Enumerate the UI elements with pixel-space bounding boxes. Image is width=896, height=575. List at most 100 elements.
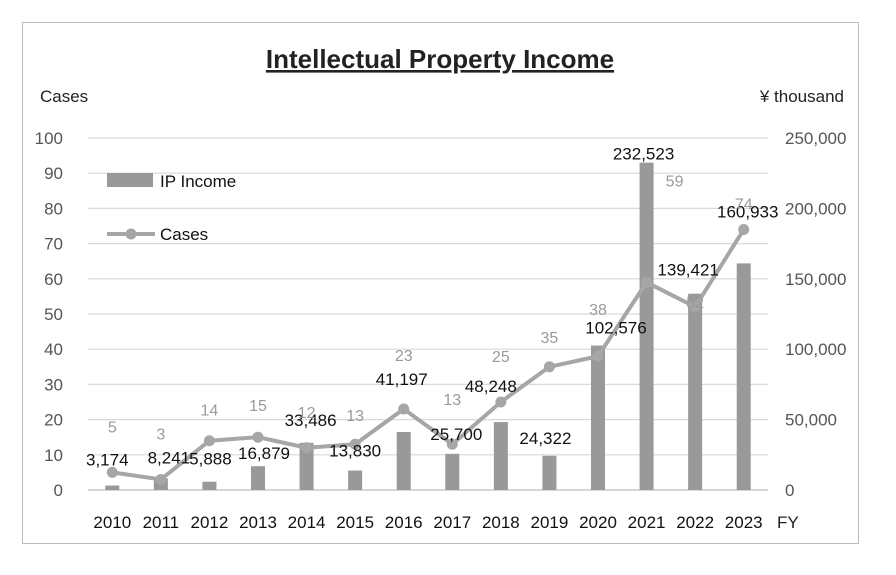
- x-tick-2011: 2011: [143, 513, 180, 532]
- right-tick-250,000: 250,000: [785, 129, 846, 148]
- cases-point-2023: [738, 224, 750, 236]
- x-tick-2012: 2012: [191, 513, 229, 532]
- legend-ip-income-label: IP Income: [160, 172, 236, 191]
- left-tick-80: 80: [44, 199, 63, 218]
- ip-income-label-2022: 139,421: [657, 261, 718, 280]
- cases-point-2019: [543, 361, 555, 373]
- cases-label-2020: 38: [589, 302, 607, 319]
- left-tick-50: 50: [44, 305, 63, 324]
- x-tick-2022: 2022: [676, 513, 714, 532]
- bar-2010: [105, 485, 120, 490]
- x-tick-2013: 2013: [239, 513, 277, 532]
- cases-point-2020: [592, 350, 604, 362]
- bar-2013: [251, 466, 265, 490]
- right-tick-150,000: 150,000: [785, 270, 846, 289]
- legend-ip-income-swatch: [107, 173, 153, 187]
- cases-point-2014: [301, 442, 313, 454]
- left-axis-title: Cases: [40, 87, 88, 106]
- right-tick-0: 0: [785, 481, 794, 500]
- bar-2023: [736, 263, 751, 490]
- x-tick-2019: 2019: [531, 513, 569, 532]
- ip-income-bars: [105, 162, 751, 491]
- legend: IP Income Cases: [107, 172, 236, 244]
- left-tick-30: 30: [44, 375, 63, 394]
- bar-2016: [396, 431, 411, 490]
- cases-point-2012: [203, 435, 215, 447]
- chart-title: Intellectual Property Income: [266, 44, 614, 74]
- axis-ticks: 0 10 20 30 40 50 60 70 80 90 100 0 50,000 100,000 150,…: [35, 129, 847, 532]
- cases-label-2014: 12: [298, 405, 316, 422]
- x-axis-title: FY: [777, 513, 799, 532]
- ip-income-label-2012: 5,888: [189, 450, 232, 469]
- legend-cases-label: Cases: [160, 225, 208, 244]
- cases-point-2022: [689, 301, 701, 313]
- bar-2019: [542, 455, 557, 490]
- x-tick-2015: 2015: [336, 513, 374, 532]
- ip-income-label-2013: 16,879: [238, 444, 290, 463]
- left-tick-40: 40: [44, 340, 63, 359]
- ip-income-label-2015: 13,830: [329, 442, 381, 461]
- bar-2018: [493, 422, 508, 490]
- cases-label-2022: 52: [686, 295, 704, 312]
- ip-income-label-2018: 48,248: [465, 377, 517, 396]
- cases-label-2017: 13: [443, 392, 461, 409]
- cases-point-2010: [106, 466, 118, 478]
- cases-label-2010: 5: [108, 419, 117, 436]
- ip-income-label-2017: 25,700: [430, 425, 482, 444]
- left-tick-100: 100: [35, 129, 63, 148]
- x-tick-2010: 2010: [93, 513, 131, 532]
- bar-2012: [202, 481, 217, 490]
- ip-income-label-2023: 160,933: [717, 202, 778, 221]
- right-tick-100,000: 100,000: [785, 340, 846, 359]
- cases-point-2013: [252, 431, 264, 443]
- ip-income-label-2010: 3,174: [86, 451, 129, 470]
- x-tick-2021: 2021: [628, 513, 666, 532]
- bar-2017: [445, 453, 460, 490]
- x-tick-2016: 2016: [385, 513, 423, 532]
- ip-income-label-2014: 33,486: [285, 411, 337, 430]
- cases-label-2019: 35: [541, 330, 559, 347]
- cases-point-2017: [446, 438, 458, 450]
- gridlines: [88, 137, 768, 491]
- x-tick-2023: 2023: [725, 513, 763, 532]
- bar-2014: [299, 442, 314, 490]
- bar-2020: [591, 345, 605, 490]
- left-tick-70: 70: [44, 235, 63, 254]
- cases-label-2012: 14: [201, 403, 219, 420]
- x-tick-2020: 2020: [579, 513, 617, 532]
- cases-label-2021: 59: [666, 173, 684, 190]
- cases-point-2015: [349, 438, 361, 450]
- cases-label-2013: 15: [249, 398, 267, 415]
- left-tick-90: 90: [44, 164, 63, 183]
- left-tick-20: 20: [44, 411, 63, 430]
- ip-income-label-2019: 24,322: [519, 429, 571, 448]
- bar-2015: [348, 470, 363, 490]
- cases-label-2023: 74: [735, 197, 753, 214]
- bar-2022: [688, 293, 703, 490]
- cases-point-2021: [641, 276, 653, 288]
- cases-label-2016: 23: [395, 348, 413, 365]
- data-labels: 3,174 8,241 5,888 16,879 33,486 13,830 41,197 2…: [86, 145, 778, 470]
- cases-label-2011: 3: [156, 426, 165, 443]
- ip-income-label-2021: 232,523: [613, 145, 674, 164]
- x-tick-2017: 2017: [433, 513, 471, 532]
- x-tick-2014: 2014: [288, 513, 326, 532]
- cases-point-2011: [155, 473, 167, 485]
- cases-label-2015: 13: [346, 408, 364, 425]
- legend-cases-marker: [125, 228, 137, 240]
- cases-point-2018: [495, 396, 507, 408]
- left-tick-0: 0: [54, 481, 63, 500]
- cases-line: [106, 224, 750, 485]
- cases-label-2018: 25: [492, 349, 510, 366]
- ip-income-label-2011: 8,241: [148, 448, 191, 467]
- x-tick-2018: 2018: [482, 513, 520, 532]
- bar-2021: [639, 162, 654, 491]
- left-tick-60: 60: [44, 270, 63, 289]
- cases-point-2016: [398, 403, 410, 415]
- right-axis-title: ¥ thousand: [759, 87, 844, 106]
- ip-income-label-2016: 41,197: [376, 370, 428, 389]
- chart-frame: [22, 22, 859, 544]
- right-tick-200,000: 200,000: [785, 199, 846, 218]
- right-tick-50,000: 50,000: [785, 411, 837, 430]
